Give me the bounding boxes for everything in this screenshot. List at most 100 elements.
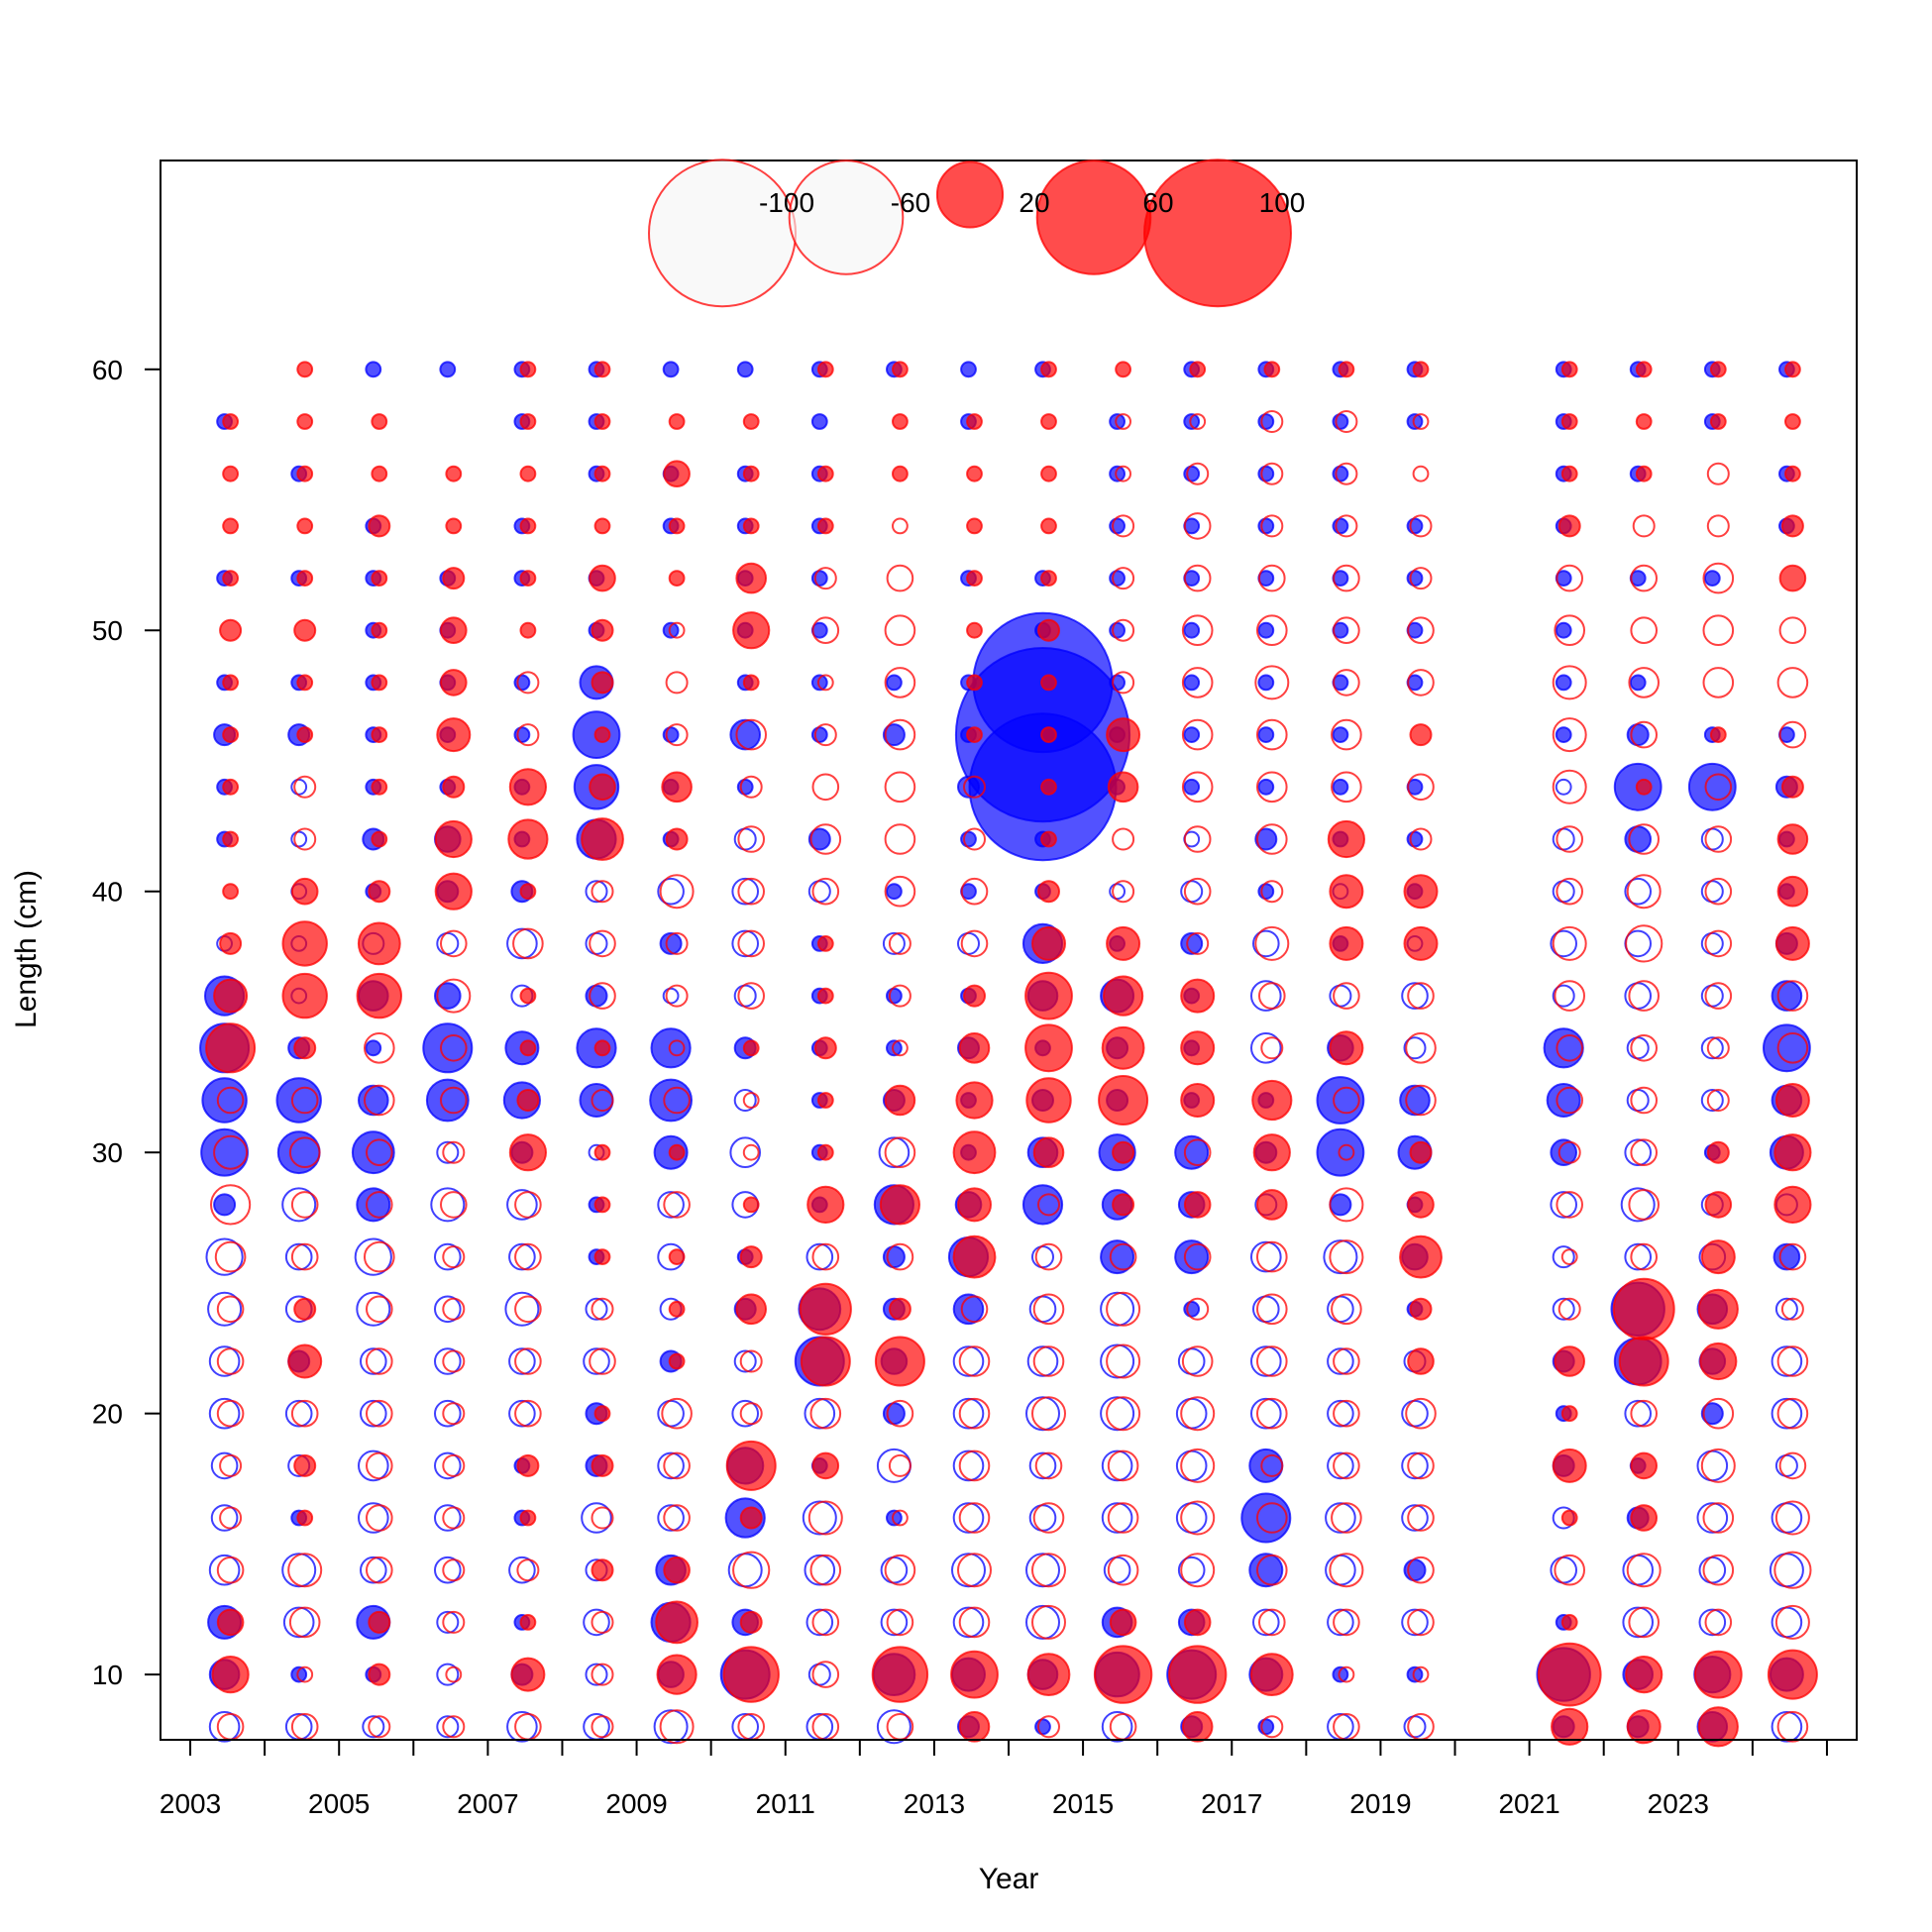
bubble-blue-2016-30 [1174,1134,1210,1170]
bubble-red-2011-36 [816,987,834,1005]
y-axis-title: Length (cm) [10,870,43,1028]
bubble-red-2014-34 [1024,1023,1073,1073]
bubble-red-2018-14 [1329,1553,1364,1588]
bubble-red-2024-50 [1778,616,1807,645]
bubble-red-2014-30 [1032,1136,1065,1168]
bubble-red-2017-58 [1260,410,1284,433]
bubble-red-2003-34 [205,1022,257,1074]
bubble-blue-2015-18 [1101,1449,1133,1482]
bubble-red-2012-8 [886,1713,914,1741]
bubble-red-2023-50 [1702,614,1735,647]
bubble-red-2010-28 [742,1196,760,1214]
bubble-red-2003-40 [222,883,240,901]
bubble-red-2013-48 [966,674,983,692]
bubble-red-2008-58 [593,413,611,430]
bubble-blue-2021-46 [1555,726,1572,743]
bubble-red-2019-16 [1407,1504,1435,1532]
bubble-red-2004-52 [296,570,314,587]
bubble-blue-2014-28 [1021,1184,1064,1226]
bubble-red-2004-24 [293,1297,317,1321]
bubble-red-2010-56 [742,465,760,483]
bubble-blue-2006-16 [434,1504,462,1532]
bubble-red-2003-48 [222,674,240,692]
bubble-red-2008-26 [593,1248,611,1265]
bubble-blue-2015-8 [1101,1711,1133,1743]
bubble-blue-2017-12 [1252,1608,1280,1637]
bubble-red-2008-8 [590,1715,614,1739]
bubble-red-2019-52 [1409,567,1433,590]
bubble-red-2010-16 [739,1506,763,1530]
bubble-red-2014-16 [1032,1502,1065,1534]
bubble-red-2007-22 [514,1347,542,1375]
bubble-blue-2019-58 [1406,413,1424,430]
bubble-red-2012-44 [884,771,916,804]
bubble-blue-2006-28 [430,1187,466,1223]
bubble-red-2008-36 [589,982,616,1010]
bubble-blue-2009-60 [662,361,680,378]
bubble-red-2006-8 [442,1715,466,1739]
bubble-red-2003-44 [222,778,240,796]
bubble-red-2007-24 [514,1295,542,1324]
bubble-red-2017-32 [1251,1079,1293,1122]
bubble-red-2008-18 [590,1453,614,1477]
bubble-red-2010-22 [739,1349,763,1373]
bubble-red-2008-32 [590,1089,614,1112]
bubble-blue-2006-12 [436,1610,460,1634]
bubble-red-2019-22 [1407,1347,1435,1375]
bubble-red-2016-22 [1181,1345,1214,1377]
bubble-red-2023-12 [1704,1608,1733,1637]
bubble-red-2009-12 [655,1600,698,1645]
bubble-red-2009-8 [659,1709,695,1745]
bubble-red-2011-12 [811,1608,840,1637]
bubble-blue-2022-20 [1624,1399,1652,1428]
bubble-blue-2016-26 [1174,1239,1210,1275]
bubble-red-2014-38 [1031,925,1066,961]
bubble-red-2005-30 [366,1138,393,1166]
bubble-red-2023-28 [1704,1191,1733,1219]
bubble-blue-2007-26 [508,1242,536,1271]
bubble-blue-2006-22 [434,1347,462,1375]
bubble-red-2010-18 [725,1440,777,1491]
bubble-red-2004-58 [296,413,314,430]
bubble-blue-2011-48 [810,674,828,692]
bubble-red-2008-10 [590,1663,614,1686]
bubble-blue-2004-26 [284,1242,313,1271]
bubble-red-2022-60 [1635,361,1653,378]
bubble-blue-2010-20 [731,1399,760,1428]
bubble-red-2007-48 [516,671,540,695]
bubble-blue-2004-32 [275,1077,322,1124]
bubble-red-2012-46 [884,718,916,751]
bubble-red-2022-22 [1618,1336,1669,1387]
bubble-red-2022-20 [1630,1399,1658,1428]
bubble-red-2024-8 [1776,1711,1809,1743]
bubble-red-2004-38 [281,920,328,967]
bubble-blue-2019-12 [1401,1608,1429,1637]
bubble-red-2012-40 [884,875,916,908]
bubble-red-2019-28 [1407,1191,1435,1219]
bubble-blue-2009-32 [649,1078,693,1123]
bubble-red-2015-44 [1107,771,1139,804]
bubble-blue-2023-34 [1700,1036,1724,1060]
bubble-red-2017-24 [1256,1293,1288,1326]
bubble-red-2007-28 [514,1191,542,1219]
bubble-red-2012-14 [884,1554,916,1586]
bubble-blue-2005-30 [351,1130,395,1175]
bubble-red-2017-10 [1249,1653,1294,1696]
bubble-blue-2015-56 [1109,465,1126,483]
bubble-red-2011-10 [811,1661,840,1688]
bubble-red-2021-18 [1552,1448,1587,1483]
bubble-blue-2012-46 [882,723,906,747]
bubble-red-2010-14 [732,1551,771,1589]
bubble-red-2009-10 [656,1654,698,1695]
bubble-blue-2016-58 [1183,413,1201,430]
bubble-blue-2021-38 [1550,929,1577,958]
bubble-red-2021-30 [1557,1140,1581,1164]
bubble-blue-2006-30 [436,1140,460,1164]
bubble-red-2003-46 [222,726,240,743]
bubble-red-2007-52 [519,570,537,587]
bubble-red-2012-26 [886,1242,914,1271]
bubble-red-2013-16 [958,1502,991,1534]
legend-label: -100 [759,187,814,218]
bubble-red-2009-52 [668,570,686,587]
